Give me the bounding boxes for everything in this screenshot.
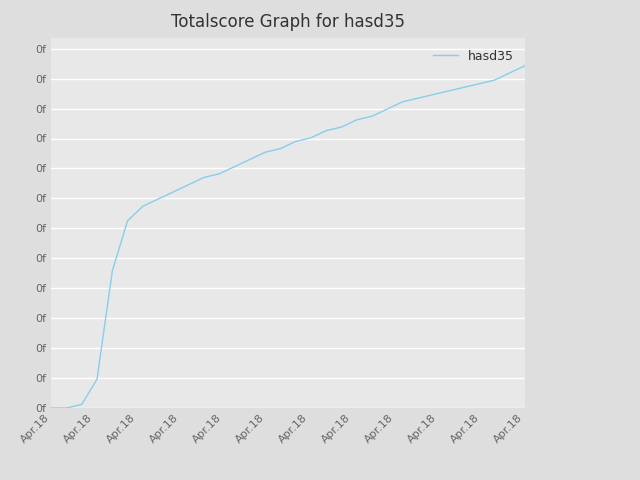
hasd35 xyxy=(230,164,238,169)
hasd35 xyxy=(124,218,131,224)
hasd35 xyxy=(506,70,513,76)
hasd35 xyxy=(353,117,360,123)
hasd35 xyxy=(445,88,452,94)
hasd35 xyxy=(63,405,70,411)
hasd35 xyxy=(185,182,193,188)
hasd35 xyxy=(399,99,406,105)
hasd35 xyxy=(475,81,483,87)
hasd35 xyxy=(170,189,177,195)
hasd35 xyxy=(108,268,116,274)
hasd35 xyxy=(429,92,437,97)
hasd35 xyxy=(460,84,468,90)
hasd35 xyxy=(154,196,162,202)
hasd35 xyxy=(216,171,223,177)
Title: Totalscore Graph for hasd35: Totalscore Graph for hasd35 xyxy=(171,13,405,31)
Legend: hasd35: hasd35 xyxy=(428,45,518,68)
hasd35 xyxy=(490,77,498,83)
hasd35 xyxy=(261,149,269,155)
hasd35 xyxy=(246,156,253,162)
hasd35 xyxy=(139,204,147,209)
hasd35 xyxy=(200,175,208,180)
hasd35 xyxy=(521,63,529,69)
hasd35 xyxy=(323,128,330,133)
hasd35 xyxy=(78,401,86,407)
hasd35 xyxy=(292,139,300,144)
hasd35 xyxy=(414,96,422,101)
hasd35 xyxy=(338,124,346,130)
hasd35 xyxy=(47,405,55,411)
hasd35 xyxy=(307,135,315,141)
hasd35 xyxy=(276,146,284,152)
hasd35 xyxy=(368,113,376,119)
hasd35 xyxy=(93,376,101,382)
hasd35 xyxy=(383,106,391,112)
Line: hasd35: hasd35 xyxy=(51,66,525,408)
